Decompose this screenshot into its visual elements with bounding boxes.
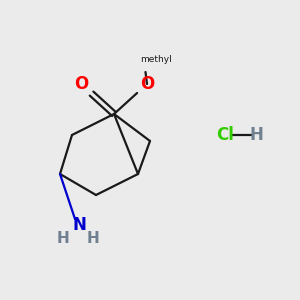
Text: H: H (57, 231, 69, 246)
Text: H: H (250, 126, 263, 144)
Text: O: O (74, 75, 88, 93)
Text: methyl: methyl (140, 56, 172, 64)
Text: O: O (140, 75, 154, 93)
Text: N: N (73, 216, 86, 234)
Text: Cl: Cl (216, 126, 234, 144)
Text: H: H (87, 231, 99, 246)
